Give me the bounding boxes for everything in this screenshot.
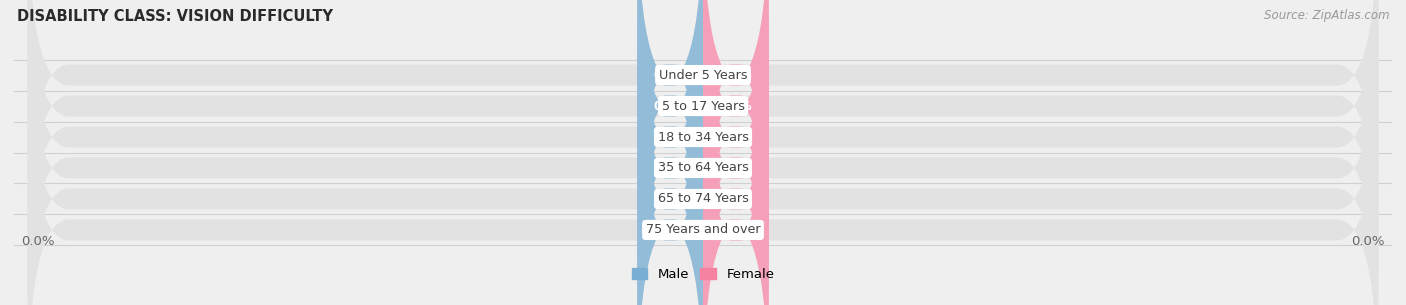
FancyBboxPatch shape xyxy=(637,55,703,305)
Text: 0.0%: 0.0% xyxy=(720,99,752,113)
FancyBboxPatch shape xyxy=(703,0,769,305)
Text: 0.0%: 0.0% xyxy=(654,192,686,206)
Text: 0.0%: 0.0% xyxy=(21,235,55,248)
Text: 0.0%: 0.0% xyxy=(720,224,752,236)
Text: 75 Years and over: 75 Years and over xyxy=(645,224,761,236)
FancyBboxPatch shape xyxy=(28,0,1378,305)
Text: 0.0%: 0.0% xyxy=(720,192,752,206)
Text: 65 to 74 Years: 65 to 74 Years xyxy=(658,192,748,206)
FancyBboxPatch shape xyxy=(28,55,1378,305)
Text: Under 5 Years: Under 5 Years xyxy=(658,69,748,81)
FancyBboxPatch shape xyxy=(703,0,769,305)
FancyBboxPatch shape xyxy=(28,0,1378,305)
FancyBboxPatch shape xyxy=(28,0,1378,250)
FancyBboxPatch shape xyxy=(637,0,703,282)
FancyBboxPatch shape xyxy=(637,0,703,305)
Text: 0.0%: 0.0% xyxy=(720,69,752,81)
Text: 0.0%: 0.0% xyxy=(654,99,686,113)
Legend: Male, Female: Male, Female xyxy=(626,263,780,286)
FancyBboxPatch shape xyxy=(703,55,769,305)
FancyBboxPatch shape xyxy=(703,23,769,305)
FancyBboxPatch shape xyxy=(703,0,769,282)
FancyBboxPatch shape xyxy=(28,23,1378,305)
Text: 5 to 17 Years: 5 to 17 Years xyxy=(661,99,745,113)
Text: 0.0%: 0.0% xyxy=(654,69,686,81)
Text: 35 to 64 Years: 35 to 64 Years xyxy=(658,161,748,174)
Text: 18 to 34 Years: 18 to 34 Years xyxy=(658,131,748,144)
Text: 0.0%: 0.0% xyxy=(720,131,752,144)
Text: Source: ZipAtlas.com: Source: ZipAtlas.com xyxy=(1264,9,1389,22)
FancyBboxPatch shape xyxy=(703,0,769,250)
FancyBboxPatch shape xyxy=(637,23,703,305)
Text: 0.0%: 0.0% xyxy=(654,224,686,236)
FancyBboxPatch shape xyxy=(637,0,703,305)
FancyBboxPatch shape xyxy=(28,0,1378,282)
FancyBboxPatch shape xyxy=(637,0,703,250)
Text: 0.0%: 0.0% xyxy=(720,161,752,174)
Text: 0.0%: 0.0% xyxy=(654,131,686,144)
Text: 0.0%: 0.0% xyxy=(654,161,686,174)
Text: DISABILITY CLASS: VISION DIFFICULTY: DISABILITY CLASS: VISION DIFFICULTY xyxy=(17,9,333,24)
Text: 0.0%: 0.0% xyxy=(1351,235,1385,248)
